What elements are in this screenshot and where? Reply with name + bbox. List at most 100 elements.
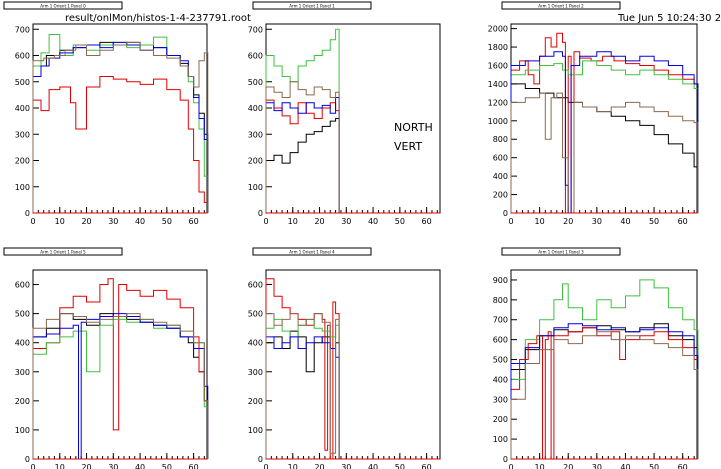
y-tick-label: 100 [248, 183, 263, 192]
y-tick-label: 1600 [488, 61, 508, 70]
panel-title-box [252, 247, 372, 256]
y-tick-label: 700 [15, 25, 30, 34]
x-tick-label: 50 [395, 217, 405, 226]
panel-title: Arm 1 Orient 1 Panel 3 [538, 250, 584, 255]
panel-title: Arm 1 Orient 1 Panel 5 [40, 250, 86, 255]
y-tick-label: 300 [248, 130, 263, 139]
series-red [32, 76, 209, 213]
x-tick-label: 10 [288, 463, 298, 469]
y-tick-label: 700 [493, 316, 508, 325]
series-red [32, 278, 209, 459]
series-brown [32, 313, 209, 459]
panel-title-box [501, 247, 621, 256]
histogram-panel-1: Arm 1 Orient 1 Panel 1010020030040050060… [248, 1, 441, 226]
histogram-panel-2: Arm 1 Orient 1 Panel 2020040060080010001… [488, 1, 699, 226]
panel-title: Arm 1 Orient 1 Panel 4 [289, 250, 335, 255]
y-tick-label: 2000 [488, 25, 508, 34]
x-tick-label: 40 [135, 217, 145, 226]
y-tick-label: 600 [248, 52, 263, 61]
x-tick-label: 60 [189, 463, 199, 469]
series-black [510, 323, 699, 459]
y-tick-label: 200 [493, 191, 508, 200]
y-tick-label: 600 [493, 336, 508, 345]
panels-group: Arm 1 Orient 1 Panel 0010020030040050060… [3, 1, 699, 469]
panel-title-box [3, 247, 123, 256]
x-tick-label: 0 [30, 217, 35, 226]
series-black [510, 83, 699, 213]
file-path-label: result/onlMon/histos-1-4-237791.root [65, 13, 251, 24]
y-tick-label: 300 [15, 368, 30, 377]
y-tick-label: 300 [493, 395, 508, 404]
series-black [32, 41, 209, 213]
x-tick-label: 50 [162, 217, 172, 226]
plot-frame [510, 23, 698, 214]
x-tick-label: 20 [563, 217, 573, 226]
y-tick-label: 300 [15, 130, 30, 139]
x-tick-label: 50 [162, 463, 172, 469]
x-tick-label: 0 [508, 463, 513, 469]
x-tick-label: 60 [422, 217, 432, 226]
series-brown [510, 331, 699, 459]
x-tick-label: 30 [108, 217, 118, 226]
x-tick-label: 0 [30, 463, 35, 469]
y-tick-label: 400 [15, 104, 30, 113]
histogram-panel-4: Arm 1 Orient 1 Panel 4010020030040050060… [248, 247, 441, 469]
x-tick-label: 40 [620, 463, 630, 469]
y-tick-label: 200 [248, 157, 263, 166]
x-tick-label: 30 [341, 463, 351, 469]
panel-title: Arm 1 Orient 1 Panel 2 [538, 4, 584, 9]
y-tick-label: 100 [248, 426, 263, 435]
y-tick-label: 900 [493, 276, 508, 285]
panel-title: Arm 1 Orient 1 Panel 0 [40, 4, 86, 9]
y-tick-label: 400 [248, 339, 263, 348]
y-tick-label: 500 [15, 78, 30, 87]
x-tick-label: 0 [263, 463, 268, 469]
panel-title: Arm 1 Orient 1 Panel 1 [289, 4, 335, 9]
x-tick-label: 50 [649, 463, 659, 469]
series-blue [32, 41, 209, 213]
y-tick-label: 100 [15, 426, 30, 435]
plot-frame [32, 23, 208, 214]
y-tick-label: 800 [493, 296, 508, 305]
x-tick-label: 30 [592, 217, 602, 226]
annotation-north: NORTH [394, 121, 433, 134]
y-tick-label: 600 [15, 52, 30, 61]
y-tick-label: 400 [493, 375, 508, 384]
series-blue [510, 323, 699, 459]
x-tick-label: 10 [288, 217, 298, 226]
series-black [32, 313, 209, 459]
series-green [510, 279, 699, 459]
panel-title-box [3, 1, 123, 10]
series-blue [32, 313, 209, 460]
y-tick-label: 500 [248, 310, 263, 319]
y-tick-label: 500 [248, 78, 263, 87]
y-tick-label: 0 [25, 209, 30, 218]
plot-frame [510, 269, 698, 460]
y-tick-label: 100 [493, 435, 508, 444]
x-tick-label: 10 [535, 217, 545, 226]
y-tick-label: 1400 [488, 80, 508, 89]
plot-frame [265, 269, 441, 460]
series-green [265, 28, 340, 213]
x-tick-label: 20 [563, 463, 573, 469]
x-tick-label: 50 [649, 217, 659, 226]
series-brown [265, 81, 340, 213]
series-red [510, 32, 699, 214]
panel-title-box [501, 1, 621, 10]
series-blue [510, 51, 699, 214]
series-brown [510, 92, 699, 214]
y-tick-label: 600 [15, 281, 30, 290]
series-brown [32, 41, 209, 213]
y-tick-label: 0 [258, 209, 263, 218]
y-tick-label: 200 [493, 415, 508, 424]
y-tick-label: 600 [493, 154, 508, 163]
series-green [32, 318, 209, 459]
y-tick-label: 200 [248, 397, 263, 406]
x-tick-label: 60 [678, 463, 688, 469]
y-tick-label: 500 [493, 356, 508, 365]
y-tick-label: 400 [15, 339, 30, 348]
panel-title-box [252, 1, 372, 10]
y-tick-label: 0 [25, 455, 30, 464]
x-tick-label: 60 [189, 217, 199, 226]
